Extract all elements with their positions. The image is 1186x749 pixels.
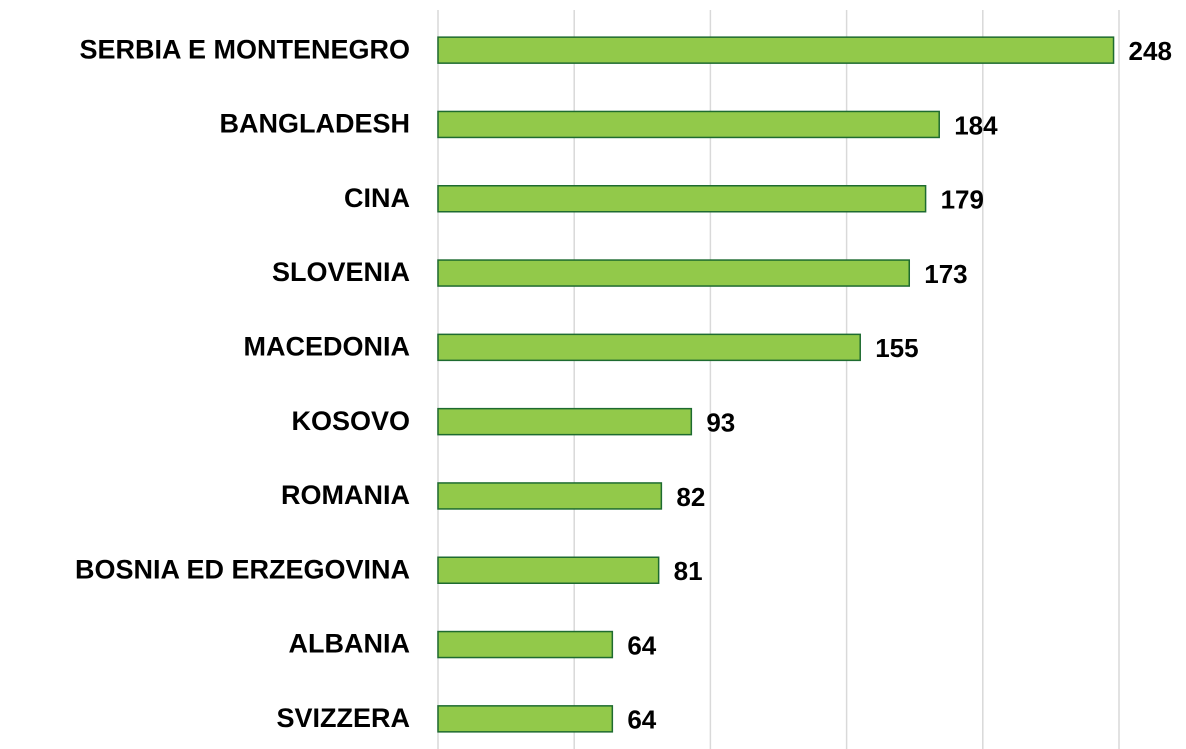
- bar: [437, 482, 663, 510]
- bar: [437, 185, 927, 213]
- bar: [437, 407, 693, 436]
- y-tick-label: KOSOVO: [291, 406, 410, 436]
- bar: [437, 705, 614, 733]
- value-label: 179: [941, 185, 984, 215]
- value-label: 64: [627, 705, 656, 735]
- bar: [437, 259, 911, 287]
- bar: [437, 110, 940, 139]
- value-label: 184: [954, 110, 998, 140]
- value-label: 82: [676, 482, 705, 512]
- y-tick-label: ALBANIA: [289, 629, 411, 659]
- value-label: 81: [674, 556, 703, 586]
- y-tick-label: CINA: [344, 183, 410, 213]
- y-tick-label: ROMANIA: [281, 480, 410, 510]
- y-tick-label: SLOVENIA: [272, 257, 410, 287]
- value-label: 248: [1129, 36, 1172, 66]
- bar: [437, 36, 1115, 64]
- y-tick-label: BANGLADESH: [219, 109, 410, 139]
- y-tick-label: SERBIA E MONTENEGRO: [79, 34, 410, 64]
- value-label: 93: [706, 408, 735, 438]
- bar: [437, 333, 861, 362]
- bar: [437, 630, 614, 659]
- value-label: 155: [875, 333, 918, 363]
- y-tick-label: BOSNIA ED ERZEGOVINA: [75, 554, 410, 584]
- value-label: 173: [924, 259, 967, 289]
- value-label: 64: [627, 630, 656, 660]
- bar: [437, 556, 660, 584]
- y-tick-label: MACEDONIA: [244, 331, 411, 361]
- y-tick-label: SVIZZERA: [276, 703, 410, 733]
